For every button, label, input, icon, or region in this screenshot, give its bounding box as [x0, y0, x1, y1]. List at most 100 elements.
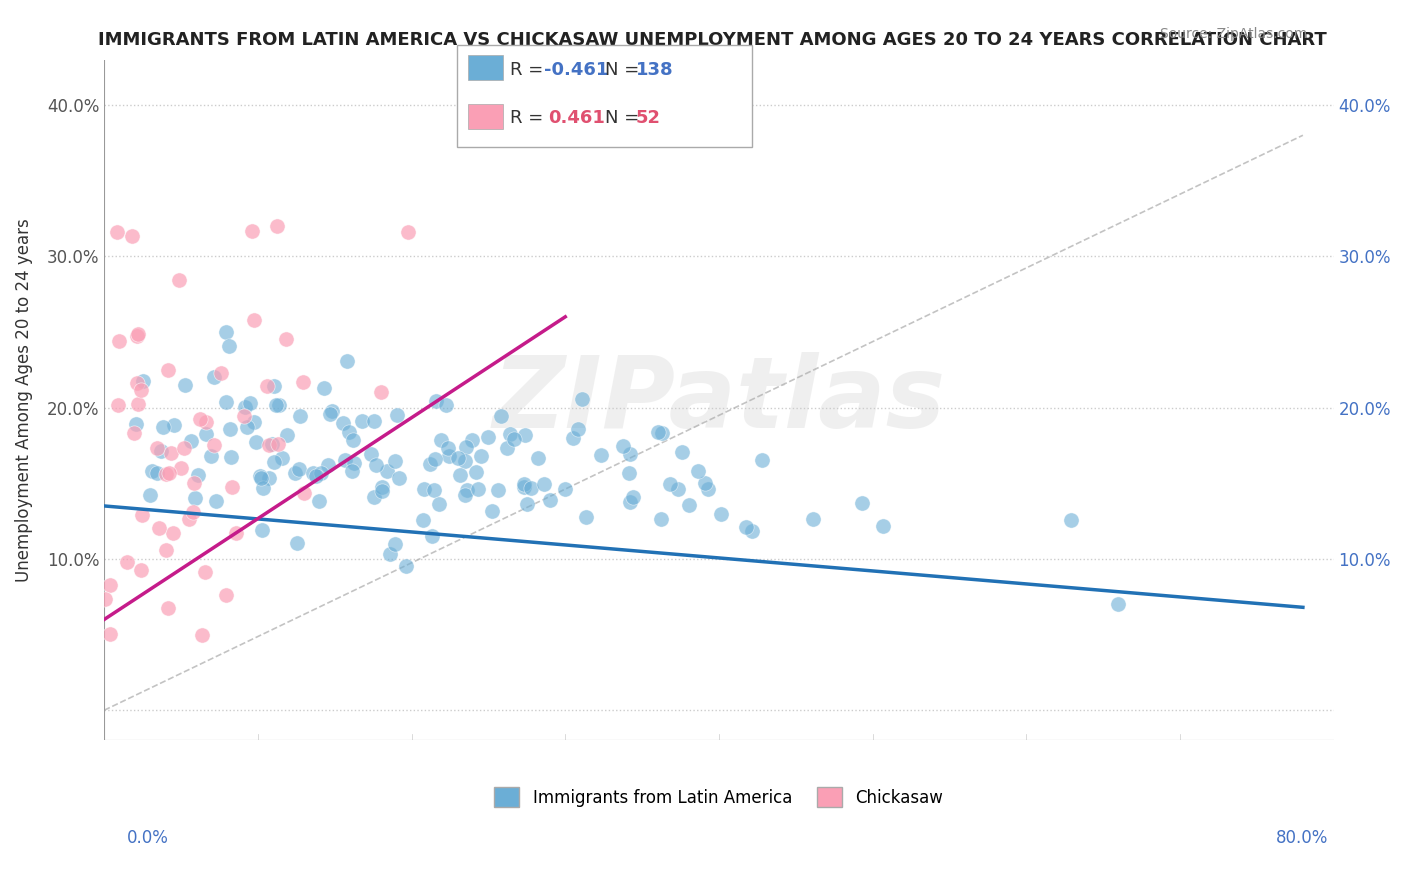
Immigrants from Latin America	[385, 409, 408, 423]
Immigrants from Latin America	[486, 483, 509, 497]
Immigrants from Latin America	[321, 403, 343, 417]
Immigrants from Latin America	[619, 495, 641, 509]
Immigrants from Latin America	[513, 476, 536, 491]
Immigrants from Latin America	[420, 529, 443, 543]
Immigrants from Latin America	[363, 490, 385, 504]
Immigrants from Latin America	[453, 454, 475, 468]
Immigrants from Latin America	[619, 447, 641, 461]
Chickasaw	[396, 225, 419, 239]
Chickasaw	[125, 376, 148, 391]
Immigrants from Latin America	[132, 374, 155, 388]
Text: 0.0%: 0.0%	[127, 829, 169, 847]
Immigrants from Latin America	[187, 467, 209, 482]
Immigrants from Latin America	[741, 524, 763, 539]
Immigrants from Latin America	[337, 425, 360, 439]
Immigrants from Latin America	[470, 450, 492, 464]
Immigrants from Latin America	[200, 449, 222, 463]
Chickasaw	[191, 627, 214, 641]
Immigrants from Latin America	[419, 457, 441, 471]
Chickasaw	[157, 467, 180, 481]
Chickasaw	[266, 219, 288, 233]
Y-axis label: Unemployment Among Ages 20 to 24 years: Unemployment Among Ages 20 to 24 years	[15, 219, 32, 582]
Immigrants from Latin America	[308, 493, 330, 508]
Immigrants from Latin America	[218, 339, 240, 353]
Chickasaw	[274, 332, 297, 346]
Immigrants from Latin America	[710, 508, 733, 522]
Chickasaw	[127, 397, 149, 411]
Chickasaw	[225, 525, 247, 540]
Text: ZIPatlas: ZIPatlas	[492, 351, 945, 449]
Immigrants from Latin America	[872, 519, 894, 533]
Immigrants from Latin America	[252, 481, 274, 495]
Chickasaw	[94, 592, 117, 607]
Chickasaw	[156, 362, 179, 376]
Immigrants from Latin America	[384, 454, 406, 468]
Immigrants from Latin America	[276, 428, 298, 442]
Immigrants from Latin America	[515, 427, 537, 442]
Immigrants from Latin America	[489, 409, 512, 424]
Immigrants from Latin America	[263, 455, 285, 469]
Immigrants from Latin America	[194, 427, 217, 442]
Immigrants from Latin America	[461, 433, 484, 447]
Immigrants from Latin America	[269, 398, 291, 412]
Chickasaw	[181, 505, 204, 519]
Immigrants from Latin America	[696, 482, 718, 496]
Immigrants from Latin America	[245, 435, 267, 450]
Chickasaw	[370, 384, 392, 399]
Immigrants from Latin America	[312, 381, 335, 395]
Immigrants from Latin America	[205, 494, 228, 508]
Immigrants from Latin America	[305, 468, 328, 483]
Immigrants from Latin America	[215, 325, 238, 339]
Chickasaw	[173, 442, 195, 456]
Chickasaw	[170, 461, 193, 475]
Immigrants from Latin America	[465, 466, 488, 480]
Immigrants from Latin America	[1060, 513, 1083, 527]
Legend: Immigrants from Latin America, Chickasaw: Immigrants from Latin America, Chickasaw	[488, 780, 950, 814]
Immigrants from Latin America	[363, 413, 385, 427]
Immigrants from Latin America	[735, 520, 758, 534]
Immigrants from Latin America	[342, 464, 364, 478]
Text: Source: ZipAtlas.com: Source: ZipAtlas.com	[1160, 27, 1308, 41]
Immigrants from Latin America	[527, 451, 550, 466]
Immigrants from Latin America	[371, 480, 394, 494]
Chickasaw	[183, 475, 205, 490]
Text: 52: 52	[636, 109, 661, 127]
Immigrants from Latin America	[270, 451, 292, 466]
Chickasaw	[131, 508, 153, 523]
Immigrants from Latin America	[202, 370, 225, 384]
Immigrants from Latin America	[125, 417, 148, 431]
Immigrants from Latin America	[264, 398, 287, 412]
Immigrants from Latin America	[447, 451, 470, 466]
Immigrants from Latin America	[214, 395, 236, 409]
Immigrants from Latin America	[427, 497, 450, 511]
Immigrants from Latin America	[302, 466, 325, 480]
Immigrants from Latin America	[285, 536, 308, 550]
Chickasaw	[98, 577, 121, 591]
Immigrants from Latin America	[512, 480, 534, 494]
Chickasaw	[233, 409, 256, 424]
Text: R =: R =	[510, 61, 550, 78]
Immigrants from Latin America	[571, 392, 593, 406]
Chickasaw	[121, 229, 143, 244]
Chickasaw	[148, 521, 170, 535]
Immigrants from Latin America	[533, 476, 555, 491]
Immigrants from Latin America	[658, 477, 681, 491]
Chickasaw	[115, 555, 138, 569]
Immigrants from Latin America	[173, 378, 195, 392]
Immigrants from Latin America	[751, 453, 773, 467]
Immigrants from Latin America	[554, 482, 576, 496]
Chickasaw	[107, 398, 129, 412]
Immigrants from Latin America	[412, 482, 434, 496]
Text: 0.461: 0.461	[548, 109, 605, 127]
Immigrants from Latin America	[851, 496, 873, 510]
Immigrants from Latin America	[288, 462, 311, 476]
Chickasaw	[256, 379, 278, 393]
Immigrants from Latin America	[233, 401, 256, 415]
Immigrants from Latin America	[449, 468, 471, 483]
Immigrants from Latin America	[621, 490, 644, 504]
Chickasaw	[266, 437, 288, 451]
Immigrants from Latin America	[430, 434, 453, 448]
Chickasaw	[124, 425, 146, 440]
Immigrants from Latin America	[801, 512, 824, 526]
Chickasaw	[105, 225, 128, 239]
